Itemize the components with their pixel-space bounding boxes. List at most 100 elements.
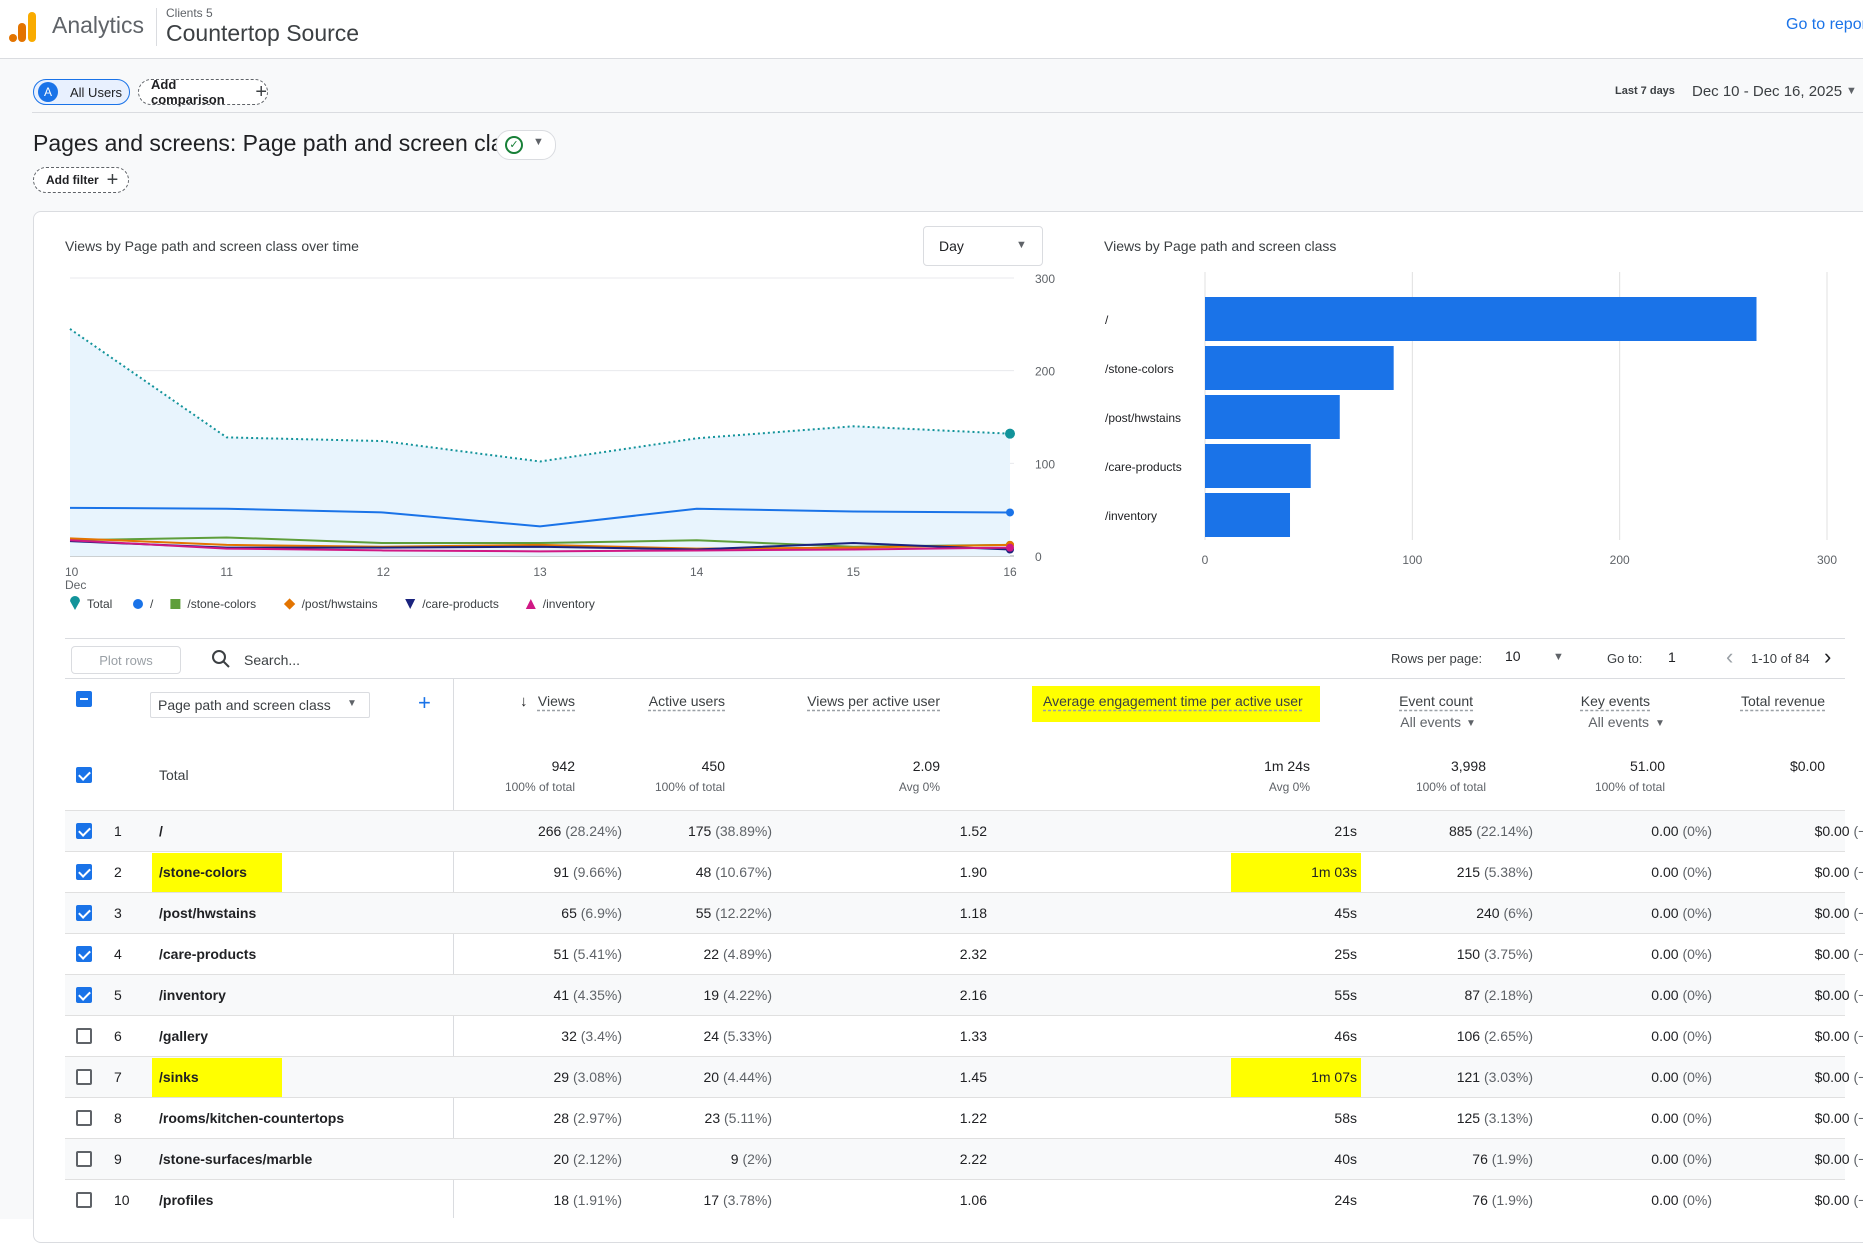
page-path-link[interactable]: /gallery	[159, 1028, 208, 1044]
row-checkbox[interactable]	[76, 1110, 92, 1126]
key-events-percent: (0%)	[1682, 823, 1712, 839]
report-status-button[interactable]: ✓ ▼	[496, 130, 556, 160]
chevron-down-icon[interactable]: ▼	[1466, 718, 1476, 729]
page-path-link[interactable]: /inventory	[159, 987, 226, 1003]
row-checkbox[interactable]	[76, 864, 92, 880]
page-path-link[interactable]: /sinks	[159, 1069, 199, 1085]
active-users-percent: (3.78%)	[723, 1192, 772, 1208]
key-events-percent: (0%)	[1682, 946, 1712, 962]
segment-label: All Users	[70, 85, 122, 100]
add-dimension-button[interactable]: +	[418, 690, 431, 716]
avg-engagement-header[interactable]: Average engagement time per active user	[1043, 693, 1303, 709]
go-to-report-link[interactable]: Go to repor	[1786, 16, 1863, 34]
page-path-link[interactable]: /post/hwstains	[159, 905, 256, 921]
legend-label: /care-products	[422, 597, 499, 611]
rows-per-page-select[interactable]: 10 ▼	[1505, 648, 1569, 670]
table-row[interactable]: 6 /gallery 32 (3.4%) 24 (5.33%) 1.33 46s…	[65, 1015, 1845, 1056]
page-path-link[interactable]: /	[159, 823, 163, 839]
legend-label: /inventory	[543, 597, 595, 611]
views-per-user-cell: 1.52	[960, 823, 987, 839]
page-path-link[interactable]: /rooms/kitchen-countertops	[159, 1110, 344, 1126]
active-users-value: 23	[705, 1110, 721, 1126]
page-path-link[interactable]: /stone-colors	[159, 864, 247, 880]
views-cell: 51 (5.41%)	[554, 946, 623, 962]
table-row[interactable]: 3 /post/hwstains 65 (6.9%) 55 (12.22%) 1…	[65, 892, 1845, 933]
property-name[interactable]: Countertop Source	[166, 20, 359, 47]
key-events-header[interactable]: Key events	[1581, 693, 1650, 709]
row-checkbox[interactable]	[76, 946, 92, 962]
chevron-down-icon[interactable]: ▼	[1846, 85, 1857, 97]
chevron-left-icon[interactable]: ‹	[1726, 644, 1733, 670]
row-checkbox[interactable]	[76, 1192, 92, 1208]
views-value: 18	[554, 1192, 570, 1208]
event-count-filter[interactable]: All events	[1400, 714, 1461, 730]
row-checkbox[interactable]	[76, 1151, 92, 1167]
revenue-value: $0.00	[1815, 823, 1850, 839]
date-range-picker[interactable]: Dec 10 - Dec 16, 2025	[1692, 83, 1842, 100]
table-row[interactable]: 1 / 266 (28.24%) 175 (38.89%) 1.52 21s 8…	[65, 810, 1845, 851]
key-events-value: 0.00	[1651, 1069, 1678, 1085]
views-value: 65	[561, 905, 577, 921]
key-events-value: 0.00	[1651, 1192, 1678, 1208]
key-events-cell: 0.00 (0%)	[1651, 946, 1712, 962]
key-events-percent: (0%)	[1682, 864, 1712, 880]
revenue-percent: (−)	[1854, 987, 1863, 1003]
revenue-percent: (−)	[1854, 1110, 1863, 1126]
chevron-down-icon[interactable]: ▼	[1655, 718, 1665, 729]
row-checkbox[interactable]	[76, 1069, 92, 1085]
account-name[interactable]: Clients 5	[166, 6, 213, 20]
table-row[interactable]: 10 /profiles 18 (1.91%) 17 (3.78%) 1.06 …	[65, 1179, 1845, 1220]
table-row[interactable]: 5 /inventory 41 (4.35%) 19 (4.22%) 2.16 …	[65, 974, 1845, 1015]
dimension-select[interactable]: Page path and screen class ▼	[150, 692, 370, 718]
segment-chip-all-users[interactable]: A All Users	[33, 79, 130, 105]
key-events-filter[interactable]: All events	[1588, 714, 1649, 730]
table-row[interactable]: 4 /care-products 51 (5.41%) 22 (4.89%) 2…	[65, 933, 1845, 974]
active-users-percent: (12.22%)	[715, 905, 772, 921]
check-circle-icon: ✓	[505, 136, 523, 154]
x-tick-label: 16	[1003, 565, 1017, 579]
event-count-cell: 240 (6%)	[1476, 905, 1533, 921]
event-count-percent: (1.9%)	[1492, 1151, 1533, 1167]
page-path-link[interactable]: /stone-surfaces/marble	[159, 1151, 312, 1167]
revenue-cell: $0.00 (−)	[1815, 1192, 1863, 1208]
table-row[interactable]: 9 /stone-surfaces/marble 20 (2.12%) 9 (2…	[65, 1138, 1845, 1179]
views-header[interactable]: Views	[538, 693, 575, 709]
row-checkbox[interactable]	[76, 905, 92, 921]
active-users-header[interactable]: Active users	[649, 693, 725, 709]
page-path-link[interactable]: /care-products	[159, 946, 256, 962]
granularity-select[interactable]: Day ▼	[923, 226, 1043, 266]
views-percent: (9.66%)	[573, 864, 622, 880]
event-count-header[interactable]: Event count	[1399, 693, 1473, 709]
event-count-value: 87	[1465, 987, 1481, 1003]
revenue-percent: (−)	[1854, 1028, 1863, 1044]
views-per-user-cell: 1.33	[960, 1028, 987, 1044]
totals-checkbox[interactable]	[76, 767, 92, 783]
table-row[interactable]: 8 /rooms/kitchen-countertops 28 (2.97%) …	[65, 1097, 1845, 1138]
revenue-percent: (−)	[1854, 905, 1863, 921]
add-comparison-button[interactable]: Add comparison +	[138, 79, 268, 105]
total-revenue-header[interactable]: Total revenue	[1741, 693, 1825, 709]
plot-rows-button[interactable]: Plot rows	[71, 646, 181, 674]
row-checkbox[interactable]	[76, 1028, 92, 1044]
add-filter-button[interactable]: Add filter +	[33, 167, 129, 193]
search-input[interactable]	[242, 648, 646, 672]
analytics-logo-icon[interactable]	[8, 10, 38, 44]
event-count-value: 125	[1457, 1110, 1480, 1126]
chevron-right-icon[interactable]: ›	[1824, 644, 1831, 670]
row-checkbox[interactable]	[76, 823, 92, 839]
views-per-user-header[interactable]: Views per active user	[807, 693, 940, 709]
row-number: 1	[114, 823, 144, 839]
views-per-user-cell: 1.06	[960, 1192, 987, 1208]
revenue-cell: $0.00 (−)	[1815, 823, 1863, 839]
active-users-percent: (10.67%)	[715, 864, 772, 880]
row-checkbox[interactable]	[76, 987, 92, 1003]
goto-page-input[interactable]: 1	[1668, 649, 1698, 665]
table-row[interactable]: 2 /stone-colors 91 (9.66%) 48 (10.67%) 1…	[65, 851, 1845, 892]
select-all-checkbox[interactable]	[76, 691, 92, 707]
revenue-value: $0.00	[1815, 1069, 1850, 1085]
totals-label: Total	[159, 767, 189, 783]
page-path-link[interactable]: /profiles	[159, 1192, 213, 1208]
table-row[interactable]: 7 /sinks 29 (3.08%) 20 (4.44%) 1.45 1m 0…	[65, 1056, 1845, 1097]
event-count-value: 240	[1476, 905, 1499, 921]
views-cell: 28 (2.97%)	[554, 1110, 623, 1126]
